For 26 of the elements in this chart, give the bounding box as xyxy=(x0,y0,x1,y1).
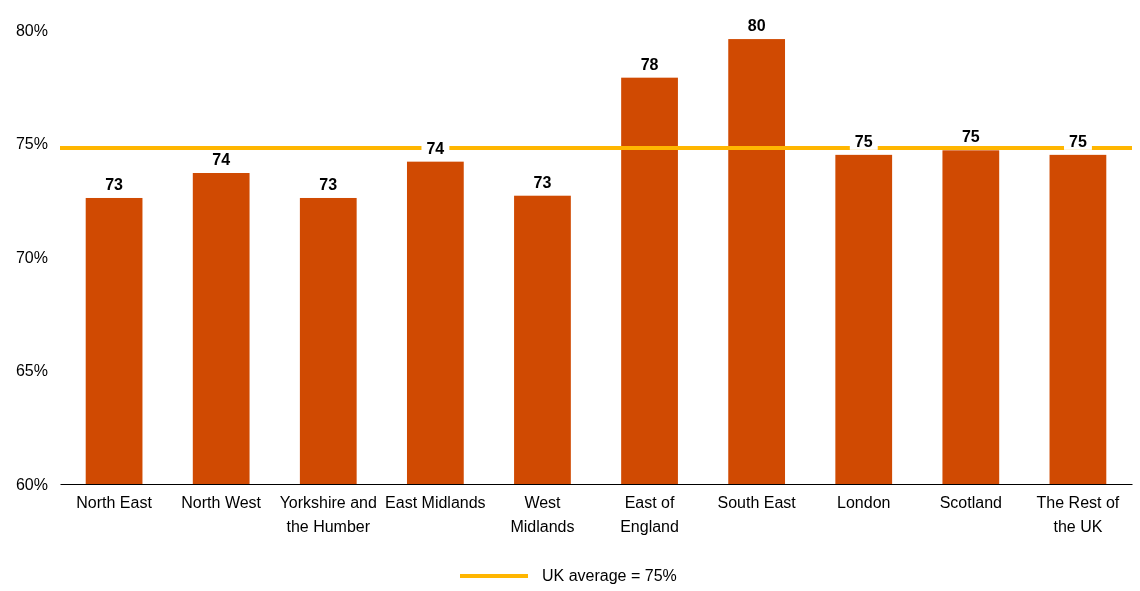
x-tick-label: Scotland xyxy=(939,494,1002,512)
x-tick-label: Yorkshire and the Humber xyxy=(279,494,377,535)
y-tick-label: 75% xyxy=(15,135,48,153)
data-label: 74 xyxy=(426,139,445,157)
data-label: 73 xyxy=(105,175,124,193)
x-tick-label: East of England xyxy=(620,494,679,535)
data-label: 73 xyxy=(319,175,338,193)
data-label: 80 xyxy=(747,17,766,35)
y-tick-label: 65% xyxy=(15,362,48,380)
data-label: 75 xyxy=(854,132,873,150)
x-tick-label: West Midlands xyxy=(510,494,575,535)
x-tick-label: London xyxy=(837,494,891,512)
x-tick-label: South East xyxy=(717,494,797,512)
data-label: 78 xyxy=(640,55,659,73)
data-label: 73 xyxy=(533,173,552,191)
y-tick-label: 80% xyxy=(15,21,48,39)
legend-label: UK average = 75% xyxy=(542,567,677,584)
y-tick-label: 70% xyxy=(15,248,48,266)
data-label: 75 xyxy=(1069,132,1087,150)
y-tick-label: 60% xyxy=(15,475,48,493)
data-label: 74 xyxy=(212,151,231,169)
x-tick-label: North East xyxy=(76,494,153,512)
x-tick-label: The Rest of the UK xyxy=(1036,494,1120,535)
data-label: 75 xyxy=(961,128,980,146)
x-tick-label: North West xyxy=(181,494,262,512)
x-tick-label: East Midlands xyxy=(385,494,486,512)
